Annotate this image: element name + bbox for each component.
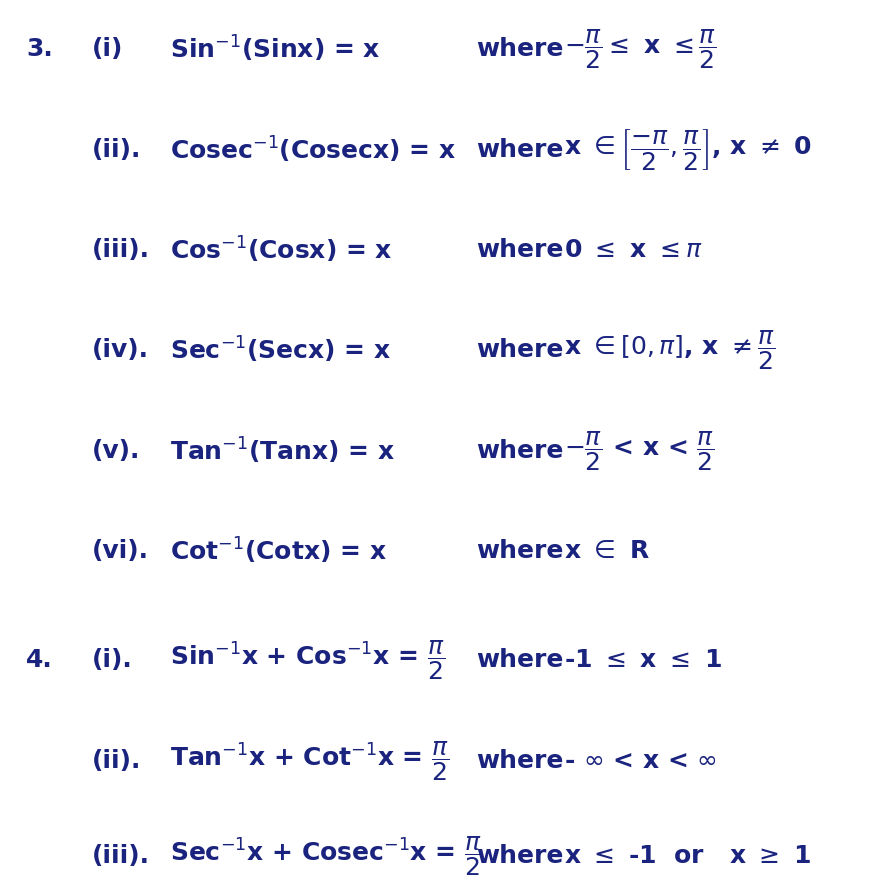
Text: (iii).: (iii). (92, 238, 149, 262)
Text: where: where (476, 439, 564, 462)
Text: where: where (476, 649, 564, 672)
Text: Tan$^{-1}$x + Cot$^{-1}$x = $\dfrac{\pi}{2}$: Tan$^{-1}$x + Cot$^{-1}$x = $\dfrac{\pi}… (170, 739, 450, 782)
Text: x $\in \left[0, \pi\right]$, x $\neq \dfrac{\pi}{2}$: x $\in \left[0, \pi\right]$, x $\neq \df… (564, 329, 775, 372)
Text: Sin$^{-1}$(Sinx) = x: Sin$^{-1}$(Sinx) = x (170, 34, 381, 65)
Text: where: where (476, 749, 564, 772)
Text: 4.: 4. (26, 649, 53, 672)
Text: (v).: (v). (92, 439, 140, 462)
Text: x $\in$ R: x $\in$ R (564, 539, 649, 563)
Text: where: where (476, 38, 564, 61)
Text: Sin$^{-1}$x + Cos$^{-1}$x = $\dfrac{\pi}{2}$: Sin$^{-1}$x + Cos$^{-1}$x = $\dfrac{\pi}… (170, 639, 446, 682)
Text: (ii).: (ii). (92, 138, 141, 161)
Text: Cosec$^{-1}$(Cosecx) = x: Cosec$^{-1}$(Cosecx) = x (170, 134, 456, 165)
Text: 0 $\leq$ x $\leq \pi$: 0 $\leq$ x $\leq \pi$ (564, 238, 702, 262)
Text: $-\dfrac{\pi}{2}$ < x < $\dfrac{\pi}{2}$: $-\dfrac{\pi}{2}$ < x < $\dfrac{\pi}{2}$ (564, 429, 714, 472)
Text: x $\leq$ -1  or   x $\geq$ 1: x $\leq$ -1 or x $\geq$ 1 (564, 844, 811, 867)
Text: $-\dfrac{\pi}{2} \leq$ x $\leq \dfrac{\pi}{2}$: $-\dfrac{\pi}{2} \leq$ x $\leq \dfrac{\p… (564, 28, 717, 71)
Text: (ii).: (ii). (92, 749, 141, 772)
Text: where: where (476, 138, 564, 161)
Text: where: where (476, 844, 564, 867)
Text: x $\in \left[\dfrac{-\pi}{2}, \dfrac{\pi}{2}\right]$, x $\neq$ 0: x $\in \left[\dfrac{-\pi}{2}, \dfrac{\pi… (564, 127, 812, 172)
Text: -1 $\leq$ x $\leq$ 1: -1 $\leq$ x $\leq$ 1 (564, 649, 722, 672)
Text: where: where (476, 339, 564, 362)
Text: where: where (476, 539, 564, 563)
Text: Cot$^{-1}$(Cotx) = x: Cot$^{-1}$(Cotx) = x (170, 536, 387, 566)
Text: (iii).: (iii). (92, 844, 149, 867)
Text: Sec$^{-1}$(Secx) = x: Sec$^{-1}$(Secx) = x (170, 335, 392, 366)
Text: 3.: 3. (26, 38, 53, 61)
Text: - $\infty$ < x < $\infty$: - $\infty$ < x < $\infty$ (564, 749, 717, 772)
Text: (iv).: (iv). (92, 339, 149, 362)
Text: (i): (i) (92, 38, 123, 61)
Text: (vi).: (vi). (92, 539, 149, 563)
Text: where: where (476, 238, 564, 262)
Text: Cos$^{-1}$(Cosx) = x: Cos$^{-1}$(Cosx) = x (170, 235, 393, 265)
Text: Tan$^{-1}$(Tanx) = x: Tan$^{-1}$(Tanx) = x (170, 435, 396, 466)
Text: (i).: (i). (92, 649, 133, 672)
Text: Sec$^{-1}$x + Cosec$^{-1}$x = $\dfrac{\pi}{2}$: Sec$^{-1}$x + Cosec$^{-1}$x = $\dfrac{\p… (170, 834, 482, 877)
